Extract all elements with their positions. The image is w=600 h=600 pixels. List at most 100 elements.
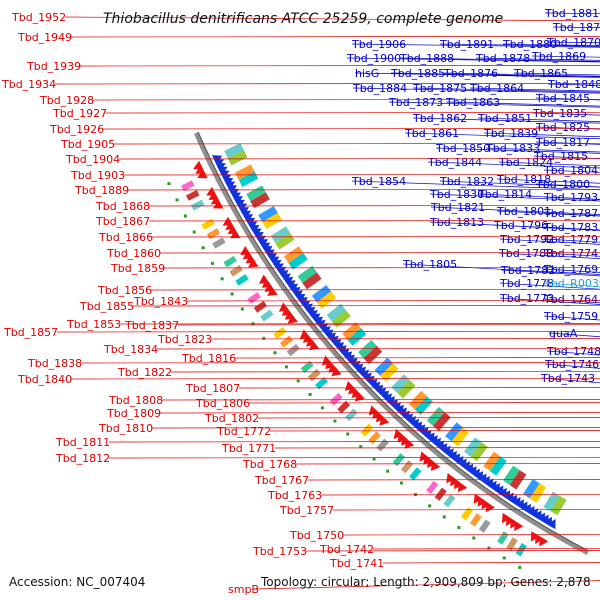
cog-category-block [331, 309, 351, 328]
right-gene-label: Tbd_1875 [412, 82, 467, 95]
left-label-leader [92, 99, 600, 101]
right-gene-label: Tbd_1748 [546, 345, 600, 358]
forward-gene-arrow [309, 340, 320, 351]
minor-feature-dot [399, 481, 403, 485]
left-gene-label: Tbd_1889 [74, 184, 129, 197]
left-gene-label: Tbd_1750 [289, 529, 344, 542]
forward-gene-arrow [344, 381, 355, 391]
right-gene-label: Tbd_1863 [445, 96, 500, 109]
left-gene-label: Tbd_1741 [329, 557, 384, 570]
left-label-leader [108, 440, 600, 443]
cog-category-block [523, 478, 540, 499]
cog-category-block [250, 192, 270, 209]
right-gene-label: Tbd_1801 [496, 205, 551, 218]
reverse-gene-arrow [211, 155, 223, 165]
left-gene-label: Tbd_1767 [254, 474, 309, 487]
cog-category-block [307, 368, 321, 382]
minor-feature-dot [240, 307, 244, 311]
left-label-leader [132, 305, 600, 307]
right-gene-label: Tbd_1862 [412, 112, 467, 125]
left-gene-label: Tbd_1808 [108, 394, 163, 407]
left-label-leader [64, 16, 600, 22]
accession-label: Accession: NC_007404 [9, 575, 146, 589]
left-label-leader [342, 534, 600, 536]
cog-category-block [426, 406, 445, 426]
cog-category-block [273, 326, 287, 340]
right-gene-label: Tbd_1880 [502, 38, 557, 51]
left-label-leader [274, 447, 600, 449]
cog-category-block [247, 292, 261, 304]
left-label-leader [372, 548, 600, 550]
left-gene-label: Tbd_1771 [221, 442, 276, 455]
minor-feature-dot [372, 457, 376, 461]
cog-category-block [391, 374, 410, 393]
cog-category-block [337, 400, 351, 414]
cog-category-block [400, 460, 414, 474]
cog-category-block [206, 228, 221, 240]
cog-category-block [347, 328, 367, 346]
right-gene-label: Tbd_1848 [547, 78, 600, 91]
cog-category-block [326, 303, 346, 322]
cog-category-block [300, 360, 314, 373]
left-gene-label: Tbd_1807 [185, 382, 240, 395]
cog-category-block [497, 531, 509, 545]
cog-category-block [443, 494, 456, 508]
left-gene-label: Tbd_1742 [319, 543, 374, 556]
right-gene-label: Tbd_1824 [498, 156, 553, 169]
right-gene-label: Tbd_1861 [404, 127, 459, 140]
right-gene-label: guaA [549, 327, 578, 340]
left-gene-label: Tbd_1753 [252, 545, 307, 558]
cog-category-block [297, 265, 317, 283]
minor-feature-dot [333, 419, 337, 423]
right-gene-label: Tbd_1876 [443, 67, 498, 80]
cog-category-block [392, 453, 406, 467]
minor-feature-dot [201, 246, 205, 250]
left-gene-label: Tbd_1768 [242, 458, 297, 471]
right-gene-label: Tbd_1845 [535, 92, 590, 105]
cog-category-block [478, 519, 491, 533]
cog-category-block [224, 143, 244, 159]
right-gene-label: Tbd_1746 [544, 358, 599, 371]
left-label-leader [108, 456, 600, 459]
left-gene-label: Tbd_1811 [55, 436, 110, 449]
cog-category-block [529, 483, 547, 503]
left-gene-label: Tbd_1904 [65, 153, 120, 166]
genome-summary-label: Topology: circular; Length: 2,909,809 bp… [261, 575, 591, 589]
cog-category-block [316, 291, 336, 309]
cog-category-block [489, 456, 507, 476]
left-label-leader [257, 417, 600, 419]
left-gene-label: Tbd_1928 [39, 94, 94, 107]
left-gene-label: Tbd_1860 [106, 247, 161, 260]
left-label-leader [234, 357, 600, 359]
forward-gene-arrow [245, 254, 256, 264]
right-gene-label: Tbd_1787 [543, 207, 598, 220]
right-gene-label: Tbd_1804 [543, 164, 598, 177]
cog-category-block [506, 537, 518, 551]
minor-feature-dot [386, 469, 390, 473]
right-gene-label: Tbd_1817 [535, 136, 590, 149]
left-label-leader [151, 236, 600, 238]
left-label-leader [156, 348, 600, 350]
left-gene-label: Tbd_1812 [55, 452, 110, 465]
left-label-leader [113, 143, 600, 145]
right-gene-label: Tbd_1839 [483, 127, 538, 140]
left-gene-label: Tbd_1866 [98, 231, 153, 244]
left-gene-label: Tbd_1926 [49, 123, 104, 136]
cog-category-block [302, 272, 322, 290]
left-gene-label: Tbd_1934 [1, 78, 56, 91]
forward-gene-arrow [261, 278, 273, 288]
left-gene-label: Tbd_1806 [195, 397, 250, 410]
right-label-leader [354, 72, 600, 78]
cog-category-block [464, 437, 482, 457]
left-label-leader [105, 112, 600, 114]
left-gene-label: Tbd_1949 [17, 31, 72, 44]
left-label-leader [56, 330, 600, 333]
cog-category-block [409, 467, 422, 481]
cog-category-block [229, 265, 243, 277]
cog-category-block [270, 226, 291, 243]
cog-category-block [483, 451, 501, 471]
right-gene-label: Tbd_1833 [485, 142, 540, 155]
left-label-leader [382, 562, 600, 564]
forward-gene-arrow [267, 286, 278, 296]
right-gene-label: Tbd_1778 [499, 277, 554, 290]
